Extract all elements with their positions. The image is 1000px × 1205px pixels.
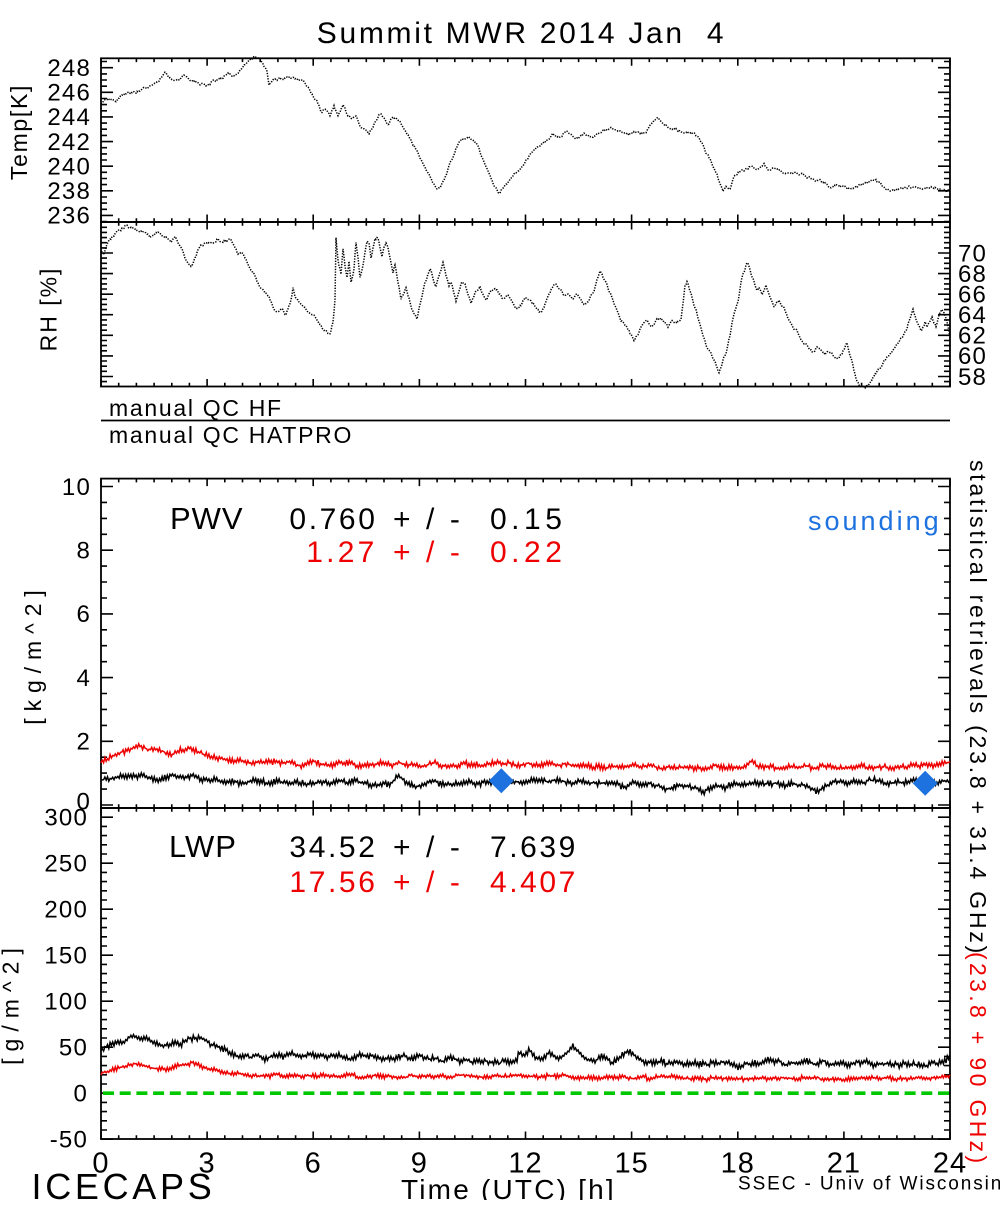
- svg-text:15: 15: [614, 1148, 648, 1180]
- svg-text:10: 10: [62, 474, 91, 501]
- svg-text:60: 60: [958, 343, 987, 370]
- svg-text:RH [%]: RH [%]: [36, 267, 62, 352]
- svg-text:300: 300: [44, 805, 88, 832]
- svg-text:SSEC - Univ of Wisconsin: SSEC - Univ of Wisconsin: [738, 1174, 1000, 1195]
- svg-text:62: 62: [958, 323, 987, 350]
- svg-text:+/-: +/-: [393, 536, 475, 569]
- svg-text:0: 0: [76, 788, 91, 815]
- svg-text:58: 58: [958, 364, 987, 391]
- svg-text:12: 12: [508, 1148, 542, 1180]
- svg-text:2: 2: [76, 729, 91, 756]
- svg-text:244: 244: [47, 104, 91, 131]
- svg-text:+/-: +/-: [393, 831, 475, 864]
- svg-text:64: 64: [958, 302, 987, 329]
- svg-text:+/-: +/-: [393, 866, 475, 899]
- svg-text:100: 100: [44, 989, 88, 1016]
- svg-text:0.15: 0.15: [490, 503, 566, 536]
- svg-text:34.52: 34.52: [289, 831, 377, 864]
- svg-text:-50: -50: [50, 1127, 88, 1154]
- svg-text:statistical retrievals (23.8 +: statistical retrievals (23.8 + 31.4 GHz): [965, 460, 991, 956]
- svg-text:70: 70: [958, 240, 987, 267]
- svg-text:ICECAPS: ICECAPS: [32, 1166, 216, 1200]
- svg-text:250: 250: [44, 851, 88, 878]
- svg-text:238: 238: [47, 178, 91, 205]
- svg-text:21: 21: [827, 1148, 861, 1180]
- svg-text:(23.8 + 90 GHz): (23.8 + 90 GHz): [965, 952, 991, 1167]
- svg-text:6: 6: [305, 1148, 322, 1180]
- svg-text:3: 3: [199, 1148, 216, 1180]
- svg-text:0.22: 0.22: [490, 536, 566, 569]
- svg-text:6: 6: [76, 601, 91, 628]
- svg-text:18: 18: [721, 1148, 755, 1180]
- svg-text:17.56: 17.56: [289, 866, 377, 899]
- svg-text:236: 236: [47, 203, 91, 230]
- svg-text:[kg/m^2]: [kg/m^2]: [20, 583, 46, 724]
- svg-text:8: 8: [76, 538, 91, 565]
- svg-text:150: 150: [44, 943, 88, 970]
- svg-text:0: 0: [73, 1081, 88, 1108]
- svg-text:[g/m^2]: [g/m^2]: [0, 941, 24, 1065]
- svg-text:+/-: +/-: [393, 503, 475, 536]
- svg-text:68: 68: [958, 261, 987, 288]
- svg-text:manual QC HF: manual QC HF: [109, 395, 283, 421]
- svg-text:240: 240: [47, 153, 91, 180]
- svg-text:manual QC HATPRO: manual QC HATPRO: [109, 422, 353, 448]
- svg-text:246: 246: [47, 80, 91, 107]
- svg-text:24: 24: [933, 1148, 967, 1180]
- svg-text:50: 50: [59, 1035, 88, 1062]
- svg-text:LWP: LWP: [169, 829, 237, 864]
- svg-text:Time (UTC) [h]: Time (UTC) [h]: [401, 1174, 616, 1200]
- svg-text:242: 242: [47, 129, 91, 156]
- svg-text:7.639: 7.639: [490, 831, 578, 864]
- svg-text:66: 66: [958, 281, 987, 308]
- svg-text:4: 4: [76, 665, 91, 692]
- svg-text:4.407: 4.407: [490, 866, 578, 899]
- svg-text:248: 248: [47, 55, 91, 82]
- svg-text:200: 200: [44, 897, 88, 924]
- svg-text:0: 0: [92, 1148, 109, 1180]
- svg-text:1.27: 1.27: [306, 536, 377, 569]
- svg-text:Summit MWR 2014 Jan 4: Summit MWR 2014 Jan 4: [317, 17, 727, 50]
- svg-text:Temp[K]: Temp[K]: [6, 84, 32, 180]
- svg-text:0.760: 0.760: [289, 503, 377, 536]
- svg-text:9: 9: [411, 1148, 428, 1180]
- svg-text:sounding: sounding: [808, 506, 942, 536]
- svg-text:PWV: PWV: [170, 501, 244, 536]
